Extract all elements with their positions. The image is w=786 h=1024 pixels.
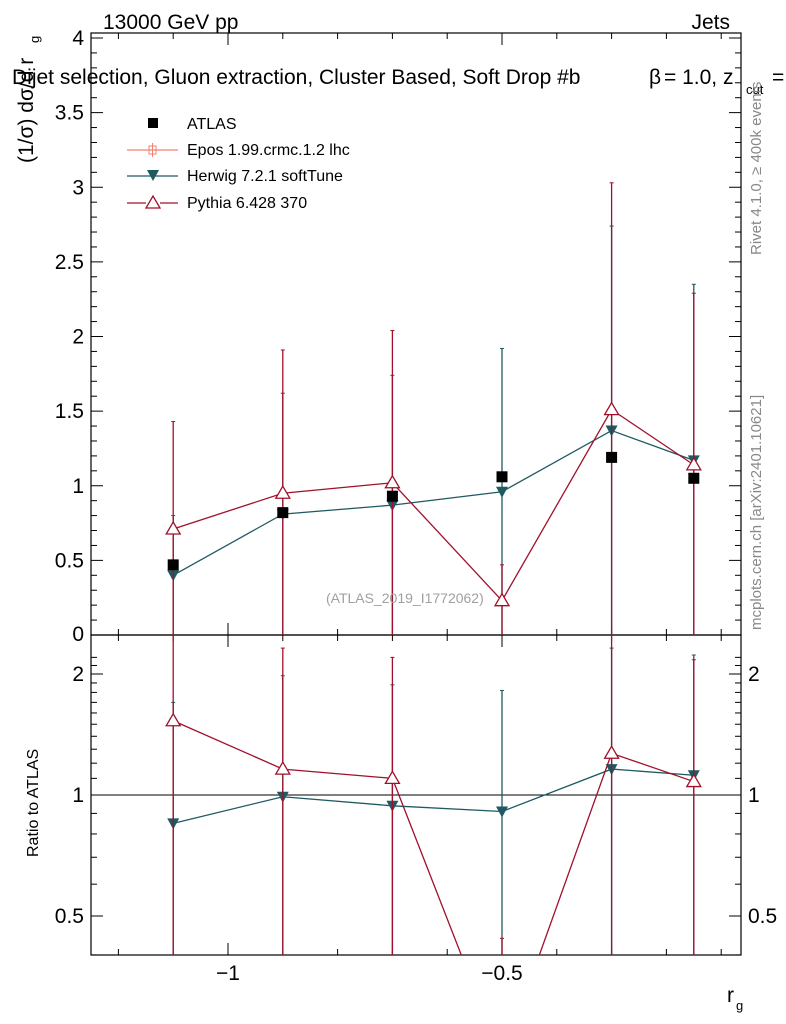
data-point-marker [493,592,511,607]
legend-label-herwig: Herwig 7.2.1 softTune [187,168,343,185]
data-point-marker [685,773,702,788]
main-series-atlas [167,451,700,571]
series-line [172,720,695,955]
ratio-y-tick-label-right: 1 [748,784,760,807]
ratio-y-tick-label-right: 2 [748,663,760,686]
data-point-marker [496,486,508,498]
y-tick-label: 3.5 [55,102,84,125]
data-point-marker [688,472,700,484]
ratio-y-tick-label: 1 [72,784,84,807]
legend-label-atlas: ATLAS [187,116,237,133]
y-tick-label: 4 [72,27,84,50]
x-axis-title: r g [727,984,743,1013]
data-point-marker [496,471,508,483]
data-point-marker [274,760,291,775]
data-point-marker [685,456,702,471]
legend-label-pythia: Pythia 6.428 370 [187,195,307,212]
svg-text:g: g [736,998,743,1013]
ratio-y-tick-label: 0.5 [55,905,84,928]
plot-subtitle: Dijet selection, Gluon extraction, Clust… [12,66,580,89]
data-point-marker [274,484,291,499]
series-line [172,429,695,576]
legend-label-epos: Epos 1.99.crmc.1.2 lhc [187,142,350,159]
data-point-marker [384,474,401,489]
y-tick-label: 2 [72,326,84,349]
mcplots-label: mcplots.cern.ch [arXiv:2401.10621] [748,395,765,630]
x-tick-label: −1 [216,962,240,985]
data-point-marker [606,451,618,463]
main-plot: 0.5 1 1.5 2 2.5 3 3.5 4 0 [55,27,741,646]
y-tick-label: 1 [72,475,84,498]
plot-subtitle-eq: = [772,66,784,89]
main-series-pythia [165,182,702,635]
svg-text:(1/σ) dσ/d r: (1/σ) dσ/d r [15,58,38,163]
ratio-y-axis-title: Ratio to ATLAS [25,749,42,857]
data-point-marker [386,490,398,502]
ratio-series-pythia [165,635,702,955]
y-tick-label: 0.5 [55,549,84,572]
legend-entry-atlas: ATLAS [148,116,237,133]
series-line [173,768,694,825]
ratio-plot: −1 −0.5 0.5 0.5 1 1 2 2 [55,635,777,985]
y-tick-label-zero: 0 [72,623,84,646]
ratio-y-tick-label-right: 0.5 [748,905,777,928]
main-y-axis-title: (1/σ) dσ/d r g [15,36,42,163]
y-tick-label: 2.5 [55,251,84,274]
svg-text:g: g [27,36,42,43]
svg-text:r: r [727,984,734,1007]
y-tick-label: 1.5 [55,400,84,423]
x-tick-label: −0.5 [481,962,522,985]
data-point-marker [165,520,182,535]
energy-label: 13000 GeV pp [103,11,238,34]
ratio-series-herwig [167,647,700,955]
rivet-version-label: Rivet 4.1.0, ≥ 400k events [748,82,765,255]
plot-subtitle-extra: = 1.0, z [664,66,733,89]
jets-label: Jets [691,11,730,34]
plot-subtitle-sub: cut [746,82,764,97]
data-point-marker [496,806,508,818]
y-tick-label: 3 [72,176,84,199]
legend: ATLAS Epos 1.99.crmc.1.2 lhc Herwig 7.2.… [127,116,350,212]
main-series-herwig [167,225,700,635]
data-point-marker [277,507,289,519]
ratio-y-tick-label: 2 [72,663,84,686]
data-point-marker [603,744,620,759]
data-point-marker [603,401,620,416]
legend-entry-epos: Epos 1.99.crmc.1.2 lhc [127,142,350,159]
data-point-marker [167,559,179,571]
series-line [172,408,695,602]
analysis-watermark: (ATLAS_2019_I1772062) [326,590,484,606]
legend-entry-pythia: Pythia 6.428 370 [127,194,307,212]
legend-entry-herwig: Herwig 7.2.1 softTune [127,168,343,185]
beta-symbol: β [649,66,661,89]
data-point-marker [165,712,182,727]
data-point-marker [384,770,401,785]
